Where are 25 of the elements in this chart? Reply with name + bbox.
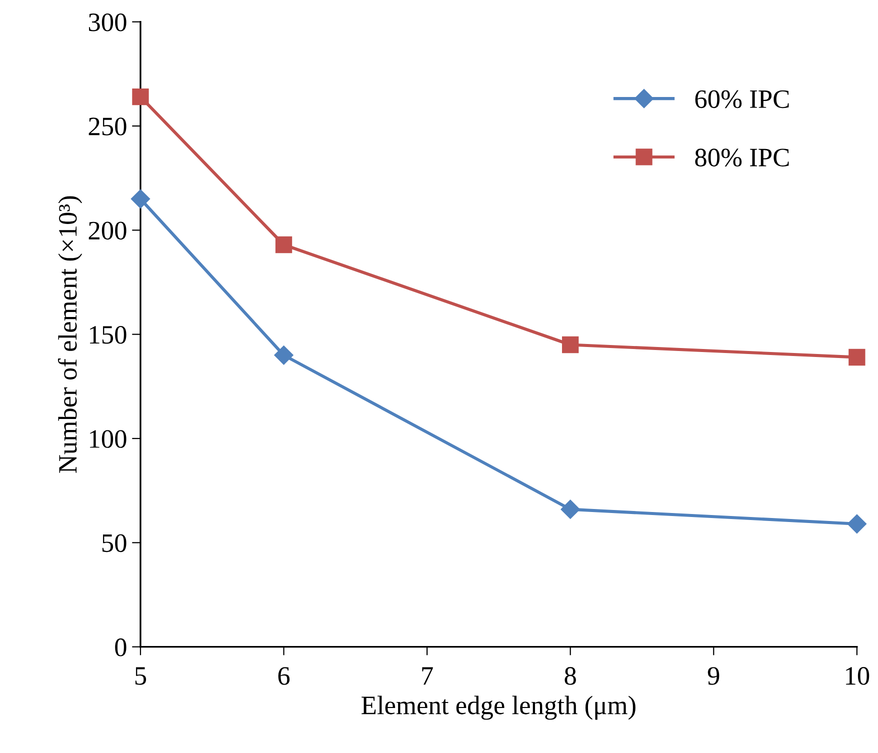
point (132, 88, 149, 106)
point (847, 514, 866, 534)
x-tick-label: 10 (846, 667, 870, 685)
point (560, 500, 580, 519)
y-tick-label: 50 (102, 534, 126, 552)
x-tick-label: 9 (708, 667, 720, 685)
x-tick-label: 7 (422, 667, 433, 685)
point (275, 236, 292, 254)
legend-label: 60% IPC (695, 90, 789, 108)
y-tick-label: 100 (90, 430, 126, 448)
y-tick-label: 150 (90, 326, 126, 344)
point (274, 346, 294, 365)
y-axis-title: Number of element (×10³) (58, 196, 82, 473)
y-tick-label: 300 (88, 13, 126, 32)
x-tick-label: 6 (278, 667, 290, 685)
legend-label: 80% IPC (695, 148, 789, 167)
x-axis-title: Element edge length (μm) (362, 696, 636, 720)
point (130, 189, 150, 208)
point (848, 348, 866, 366)
y-tick-label: 250 (88, 118, 126, 136)
point (562, 336, 579, 354)
x-tick-label: 5 (135, 667, 146, 685)
y-tick-label: 200 (88, 222, 126, 240)
x-tick-label: 8 (564, 667, 576, 685)
y-tick-label: 0 (115, 638, 126, 656)
